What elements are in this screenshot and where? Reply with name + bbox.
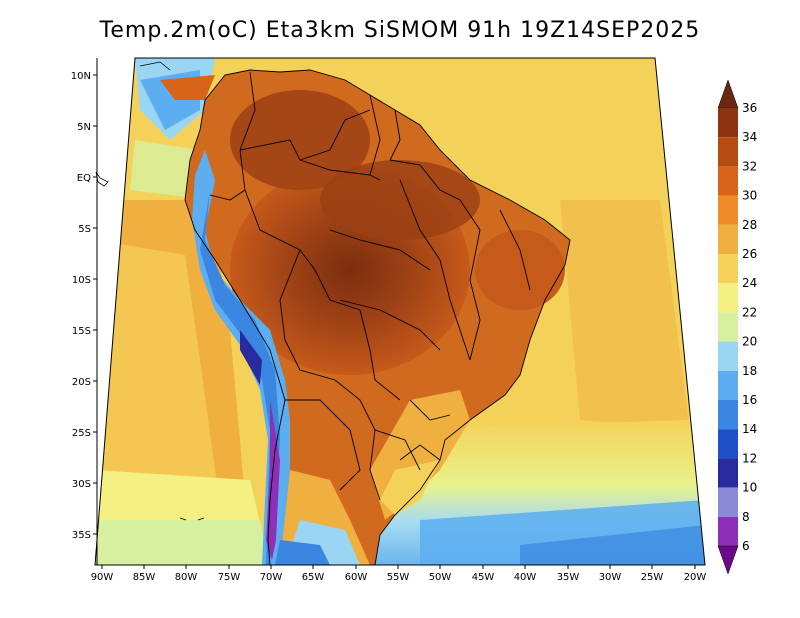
lat-label-eq: EQ	[77, 173, 91, 184]
colorbar-label: 14	[742, 422, 757, 436]
colorbar-max-triangle	[717, 79, 739, 109]
colorbar-label: 18	[742, 364, 757, 378]
colorbar-label: 26	[742, 247, 757, 261]
lon-label-55w: 55W	[387, 572, 410, 583]
lat-label-10n: 10N	[71, 71, 91, 82]
lon-label-90w: 90W	[91, 572, 114, 583]
colorbar-label: 8	[742, 510, 750, 524]
colorbar-label: 34	[742, 130, 757, 144]
lon-label-50w: 50W	[429, 572, 452, 583]
lat-label-10s: 10S	[72, 275, 91, 286]
lon-label-40w: 40W	[514, 572, 537, 583]
lon-label-30w: 30W	[599, 572, 622, 583]
colorbar-label: 32	[742, 159, 757, 173]
lat-label-30s: 30S	[72, 479, 91, 490]
lon-label-80w: 80W	[175, 572, 198, 583]
lon-label-20w: 20W	[684, 572, 707, 583]
lat-label-35s: 35S	[72, 530, 91, 541]
colorbar-band	[718, 458, 738, 488]
colorbar-label: 10	[742, 481, 757, 495]
colorbar-band	[718, 195, 738, 225]
lon-label-45w: 45W	[472, 572, 495, 583]
colorbar-band	[718, 137, 738, 167]
colorbar-band	[718, 283, 738, 313]
colorbar-label: 30	[742, 189, 757, 203]
colorbar-band	[718, 254, 738, 284]
colorbar-band	[718, 400, 738, 430]
lon-label-70w: 70W	[260, 572, 283, 583]
andes-cold-band	[192, 150, 290, 565]
lon-label-35w: 35W	[557, 572, 580, 583]
colorbar-label: 24	[742, 276, 757, 290]
colorbar-band	[718, 429, 738, 459]
colorbar-band	[718, 166, 738, 196]
lon-label-75w: 75W	[218, 572, 241, 583]
colorbar-min-triangle	[717, 545, 739, 575]
colorbar-label: 16	[742, 393, 757, 407]
lat-label-20s: 20S	[72, 377, 91, 388]
lon-label-60w: 60W	[345, 572, 368, 583]
longitude-axis: 90W 85W 80W 75W 70W 65W 60W 55W 50W 45W …	[91, 565, 707, 583]
colorbar-band	[718, 312, 738, 342]
map-title: Temp.2m(oC) Eta3km SiSMOM 91h 19Z14SEP20…	[99, 18, 701, 43]
colorbar-label: 20	[742, 335, 757, 349]
colorbar-band	[718, 516, 738, 546]
colorbar-band	[718, 108, 738, 138]
colorbar-label: 12	[742, 451, 757, 465]
islands	[95, 61, 205, 521]
colorbar-label: 22	[742, 305, 757, 319]
colorbar-label: 36	[742, 101, 757, 115]
colorbar-band	[718, 341, 738, 371]
colorbar-band	[718, 487, 738, 517]
lat-label-5n: 5N	[77, 122, 91, 133]
latitude-axis: 10N 5N EQ 5S 10S 15S 20S 25S 30S 35S	[71, 71, 97, 541]
colorbar-band	[718, 224, 738, 254]
colorbar-label: 6	[742, 539, 750, 553]
lat-label-5s: 5S	[78, 224, 91, 235]
country-borders	[184, 69, 571, 565]
lat-label-15s: 15S	[72, 326, 91, 337]
temperature-field	[95, 58, 705, 565]
colorbar-label: 28	[742, 218, 757, 232]
lat-label-25s: 25S	[72, 428, 91, 439]
lon-label-65w: 65W	[302, 572, 325, 583]
lon-label-25w: 25W	[641, 572, 664, 583]
colorbar: 36 34 32 30 28 26 24 22 20 18 16 14 12 10 8 6	[717, 79, 757, 575]
colorbar-band	[718, 370, 738, 400]
lon-label-85w: 85W	[133, 572, 156, 583]
